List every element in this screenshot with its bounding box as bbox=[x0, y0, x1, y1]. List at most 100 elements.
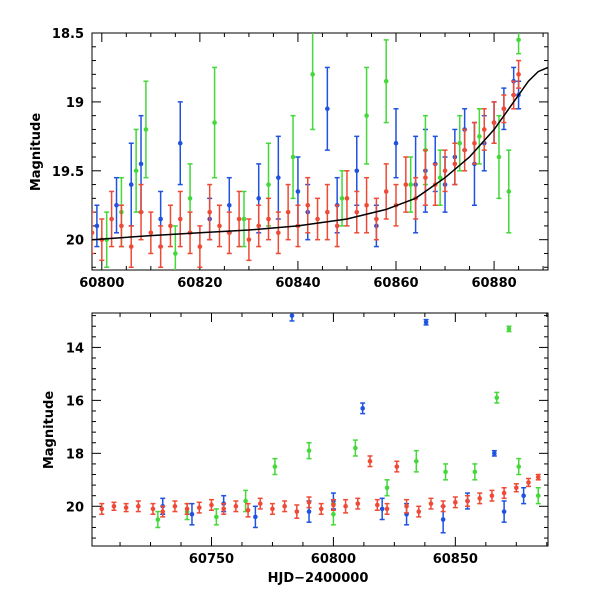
bottom-data-point-red bbox=[294, 504, 300, 519]
top-data-point-red bbox=[246, 218, 252, 262]
bottom-plot-frame bbox=[91, 312, 549, 547]
top-data-point-red bbox=[226, 211, 232, 255]
top-data-point-red bbox=[167, 204, 173, 248]
bottom-y-tick-label: 16 bbox=[66, 394, 84, 409]
bottom-data-point-blue bbox=[379, 497, 385, 521]
bottom-data-point-green bbox=[352, 439, 358, 457]
top-x-tick-label: 60880 bbox=[471, 276, 516, 291]
bottom-data-point-red bbox=[306, 496, 312, 509]
bottom-y-axis-label: Magnitude bbox=[42, 391, 57, 470]
bottom-data-point-red bbox=[452, 496, 458, 509]
bottom-data-point-red bbox=[465, 494, 471, 508]
top-data-point-red bbox=[501, 94, 507, 124]
bottom-data-point-green bbox=[213, 508, 219, 526]
bottom-x-tick-label: 60800 bbox=[311, 552, 356, 567]
top-data-point-blue bbox=[275, 135, 281, 220]
top-data-point-green bbox=[506, 149, 512, 234]
bottom-data-point-green bbox=[306, 441, 312, 460]
top-data-marks bbox=[92, 33, 548, 270]
bottom-data-point-red bbox=[535, 473, 541, 481]
top-y-tick-label: 18.5 bbox=[52, 27, 84, 42]
bottom-data-point-green bbox=[506, 325, 512, 333]
bottom-x-tick-label: 60750 bbox=[189, 552, 234, 567]
bottom-data-point-red bbox=[525, 477, 531, 488]
bottom-data-point-green bbox=[384, 479, 390, 497]
top-data-point-red bbox=[516, 59, 522, 89]
bottom-axis-ticks: 60750 60800 60850 14 16 18 20 bbox=[66, 313, 548, 567]
bottom-data-point-red bbox=[245, 502, 251, 518]
top-data-point-green bbox=[496, 114, 502, 200]
top-data-point-green bbox=[143, 80, 149, 179]
top-data-point-red bbox=[373, 197, 379, 241]
top-data-point-green bbox=[364, 66, 370, 165]
top-data-point-red bbox=[364, 176, 370, 234]
bottom-data-point-blue bbox=[521, 487, 527, 505]
bottom-data-point-green bbox=[155, 510, 161, 529]
top-data-point-red bbox=[216, 204, 222, 248]
top-data-point-red bbox=[315, 197, 321, 241]
bottom-data-point-red bbox=[416, 505, 422, 518]
top-data-point-red bbox=[92, 211, 95, 255]
bottom-data-point-red bbox=[172, 500, 178, 513]
bottom-data-point-red bbox=[428, 497, 434, 510]
top-data-point-green bbox=[172, 225, 178, 270]
top-y-tick-label: 20 bbox=[66, 234, 84, 249]
bottom-data-point-green bbox=[243, 489, 249, 513]
bottom-data-point-blue bbox=[189, 502, 195, 526]
bottom-data-point-red bbox=[184, 502, 190, 515]
bottom-data-point-blue bbox=[501, 500, 507, 523]
bottom-data-point-red bbox=[477, 492, 483, 505]
top-data-point-red bbox=[491, 101, 497, 144]
top-data-point-red bbox=[138, 183, 144, 241]
bottom-data-point-red bbox=[513, 483, 519, 493]
bottom-x-axis-label: HJD−2400000 bbox=[268, 571, 369, 586]
bottom-data-point-red bbox=[318, 502, 324, 515]
bottom-data-point-red bbox=[394, 460, 400, 473]
bottom-y-tick-label: 14 bbox=[66, 341, 84, 356]
bottom-data-point-red bbox=[221, 502, 227, 515]
bottom-data-point-red bbox=[196, 501, 202, 514]
top-y-axis-label: Magnitude bbox=[29, 113, 44, 192]
top-data-point-red bbox=[128, 225, 134, 268]
bottom-data-point-red bbox=[99, 502, 105, 515]
bottom-y-tick-label: 18 bbox=[66, 447, 84, 462]
bottom-data-point-red bbox=[343, 498, 349, 514]
bottom-data-point-blue bbox=[289, 313, 295, 322]
top-data-point-red bbox=[177, 190, 183, 248]
bottom-data-point-red bbox=[123, 502, 129, 513]
bottom-data-point-blue bbox=[360, 402, 366, 415]
bottom-data-point-red bbox=[111, 501, 117, 512]
top-data-point-red bbox=[118, 204, 124, 248]
top-data-point-red bbox=[236, 190, 242, 248]
top-data-point-green bbox=[408, 156, 414, 213]
top-data-point-red bbox=[403, 156, 409, 213]
bottom-data-point-red bbox=[374, 498, 380, 512]
top-data-point-blue bbox=[324, 66, 330, 151]
top-x-tick-label: 60820 bbox=[177, 276, 222, 291]
bottom-y-tick-label: 20 bbox=[66, 500, 84, 515]
bottom-data-point-red bbox=[233, 500, 239, 513]
top-data-point-green bbox=[212, 66, 218, 179]
bottom-data-point-red bbox=[135, 500, 141, 513]
top-x-tick-label: 60840 bbox=[275, 276, 320, 291]
top-y-tick-label: 19.5 bbox=[52, 165, 84, 180]
top-data-point-red bbox=[158, 225, 164, 268]
top-data-point-blue bbox=[114, 176, 120, 234]
bottom-data-point-blue bbox=[491, 449, 497, 457]
bottom-panel: 60750 60800 60850 14 16 18 20 Magnitude HJD−24… bbox=[42, 312, 549, 586]
top-data-point-red bbox=[266, 197, 272, 241]
top-data-point-green bbox=[383, 39, 389, 124]
top-axis-ticks: 60800 60820 60840 60860 60880 18.5 19 19.5 20 bbox=[52, 27, 548, 291]
bottom-x-tick-label: 60850 bbox=[433, 552, 478, 567]
top-data-point-red bbox=[383, 163, 389, 220]
bottom-data-point-green bbox=[494, 391, 500, 404]
top-data-point-red bbox=[334, 204, 340, 248]
top-data-point-green bbox=[516, 33, 522, 55]
top-data-point-red bbox=[109, 190, 115, 248]
top-data-point-red bbox=[207, 183, 213, 241]
bottom-data-point-red bbox=[489, 489, 495, 502]
top-data-point-red bbox=[285, 183, 291, 241]
bottom-data-point-red bbox=[257, 497, 263, 510]
bottom-data-point-red bbox=[404, 498, 410, 514]
